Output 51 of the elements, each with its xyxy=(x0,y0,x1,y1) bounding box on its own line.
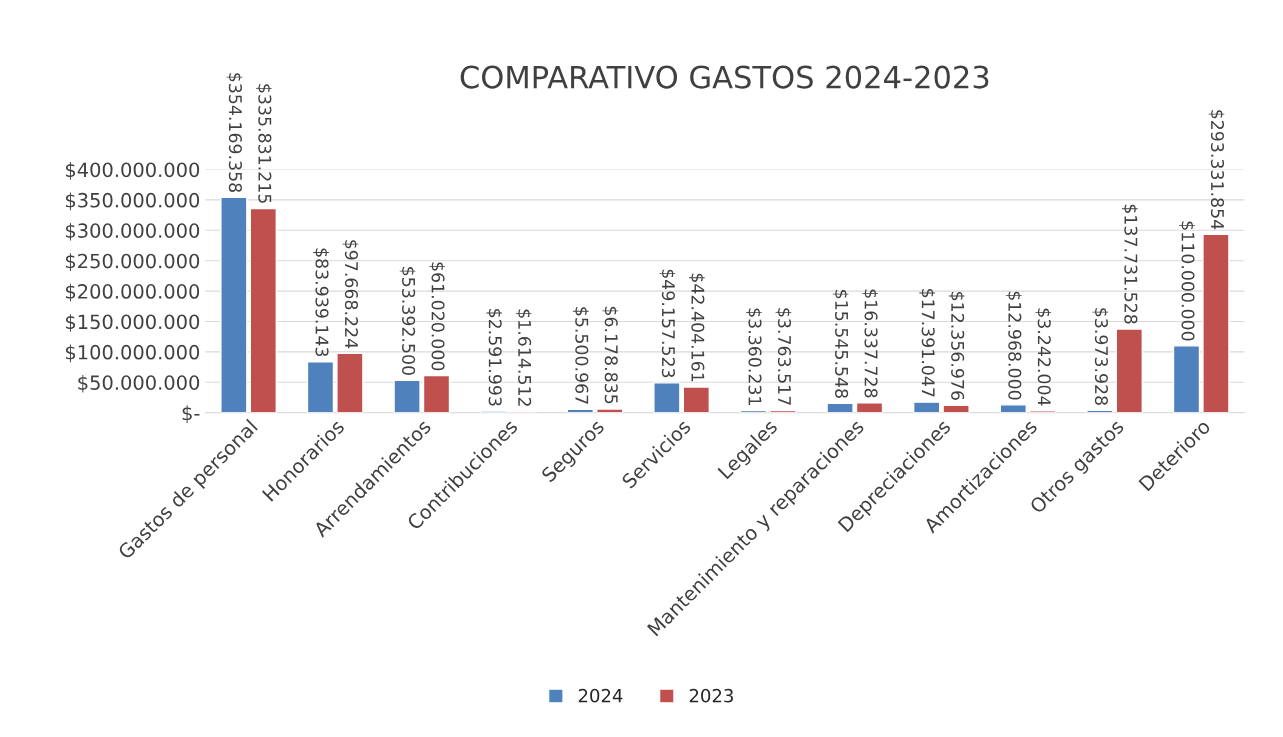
data-label: $137.731.528 xyxy=(1121,204,1138,324)
bar xyxy=(1115,328,1144,413)
y-tick-label: $100.000.000 xyxy=(65,344,200,363)
bar xyxy=(422,374,451,413)
y-tick-label: $400.000.000 xyxy=(65,162,200,180)
bar xyxy=(336,352,364,413)
data-label: $3.242.004 xyxy=(1035,308,1052,406)
data-label: $12.356.976 xyxy=(948,292,965,400)
y-tick-label: $150.000.000 xyxy=(65,314,200,332)
legend-label: 2023 xyxy=(689,688,733,703)
y-tick-label: $50.000.000 xyxy=(78,374,200,393)
y-tick-label: $350.000.000 xyxy=(65,192,200,211)
bar xyxy=(826,402,854,413)
data-label: $17.391.047 xyxy=(919,288,936,397)
data-label: $53.392.500 xyxy=(399,267,416,375)
bar xyxy=(855,402,884,413)
bar xyxy=(912,401,941,413)
y-tick-label: $250.000.000 xyxy=(65,253,200,271)
data-label: $42.404.161 xyxy=(688,273,705,382)
data-label: $97.668.224 xyxy=(342,240,359,349)
data-label: $354.169.358 xyxy=(226,73,243,193)
bar xyxy=(1172,345,1201,413)
bar xyxy=(393,379,421,413)
data-label: $335.831.215 xyxy=(255,84,272,203)
bar xyxy=(249,207,277,413)
y-tick-label: $300.000.000 xyxy=(65,222,200,241)
data-label: $5.500.967 xyxy=(572,307,589,404)
data-label: $16.337.728 xyxy=(862,289,878,398)
chart-title: COMPARATIVO GASTOS 2024-2023 xyxy=(460,65,989,89)
data-label: $15.545.548 xyxy=(832,290,849,398)
bar xyxy=(1202,233,1230,413)
y-tick-label: $200.000.000 xyxy=(65,283,200,302)
bar xyxy=(306,360,335,413)
bar xyxy=(653,382,681,413)
bar xyxy=(596,408,624,413)
bar xyxy=(682,386,711,413)
data-label: $1.614.512 xyxy=(515,309,532,406)
data-label: $3.763.517 xyxy=(775,308,792,405)
data-label: $3.360.231 xyxy=(746,308,762,405)
data-label: $3.973.928 xyxy=(1092,308,1109,405)
data-label: $6.178.835 xyxy=(602,306,619,404)
data-label: $12.968.000 xyxy=(1005,291,1022,400)
data-label: $293.331.854 xyxy=(1208,110,1225,230)
data-label: $49.157.523 xyxy=(659,269,676,378)
data-label: $110.000.000 xyxy=(1179,221,1195,341)
legend-label: 2024 xyxy=(578,688,623,703)
data-label: $83.939.143 xyxy=(313,248,329,357)
bar xyxy=(999,404,1027,413)
bar xyxy=(220,196,248,413)
data-label: $2.591.993 xyxy=(486,309,503,406)
data-label: $61.020.000 xyxy=(429,262,445,371)
